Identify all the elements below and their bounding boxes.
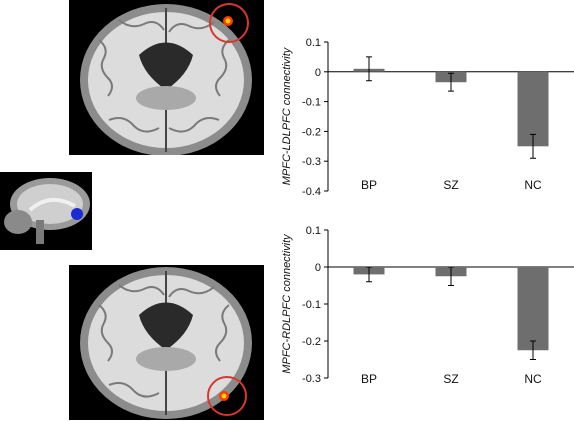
highlight-circle: [209, 3, 249, 43]
y-axis-label: MPFC-LDLPFC connectivity: [281, 46, 293, 185]
sagittal-brain-image: [4, 178, 90, 244]
axial-brain-slice-top: [69, 0, 264, 155]
thalamus: [136, 86, 196, 110]
brainstem: [36, 220, 44, 244]
y-tick-label: -0.4: [302, 186, 321, 198]
error-bar-nc: [530, 340, 536, 360]
bar-chart-ldlpfc: 0.1 0 -0.1 -0.2 -0.3 -0.4 MPFC-LDLPFC connecti…: [281, 37, 574, 198]
seed-marker: [71, 208, 83, 220]
error-bar-bp: [366, 56, 372, 82]
activation-core: [221, 393, 227, 399]
brain-gyri: [98, 19, 230, 133]
thalamus: [136, 347, 196, 371]
bar-nc: [517, 267, 549, 351]
y-tick-label: -0.3: [302, 156, 321, 168]
axial-brain-bottom-image: [80, 267, 252, 419]
axial-brain-top-image: [80, 3, 252, 155]
y-tick-label: 0: [315, 67, 321, 79]
corpus-callosum: [28, 198, 76, 212]
bar-chart-rdlpfc: 0.1 0 -0.1 -0.2 -0.3 MPFC-RDLPFC connectivity…: [281, 225, 574, 386]
y-tick-label: -0.1: [302, 97, 321, 109]
y-tick-label: -0.2: [302, 126, 321, 138]
error-bar-bp: [366, 266, 372, 283]
category-label-nc: NC: [524, 178, 542, 192]
cerebellum: [4, 210, 32, 234]
category-label-bp: BP: [361, 178, 377, 192]
brain-gyri: [98, 284, 230, 398]
category-label-nc: NC: [524, 372, 542, 386]
cerebrum-white-matter: [17, 184, 83, 224]
y-tick-label: -0.1: [302, 299, 321, 311]
ventricle: [139, 42, 193, 90]
category-label-bp: BP: [361, 372, 377, 386]
y-tick-label: 0.1: [306, 37, 321, 49]
y-tick-label: 0: [315, 262, 321, 274]
y-tick-label: 0.1: [306, 225, 321, 237]
category-label-sz: SZ: [443, 372, 458, 386]
y-tick-label: -0.3: [302, 373, 321, 385]
y-axis-label: MPFC-RDLPFC connectivity: [281, 233, 293, 374]
activation-core: [225, 18, 231, 24]
sagittal-brain-slice: [0, 172, 92, 250]
category-label-sz: SZ: [443, 178, 458, 192]
error-bar-sz: [448, 266, 454, 286]
highlight-circle: [207, 376, 247, 416]
ventricle: [139, 302, 193, 350]
error-bar-nc: [530, 133, 536, 159]
error-bar-sz: [448, 72, 454, 92]
y-tick-label: -0.2: [302, 336, 321, 348]
axial-brain-slice-bottom: [69, 265, 264, 420]
